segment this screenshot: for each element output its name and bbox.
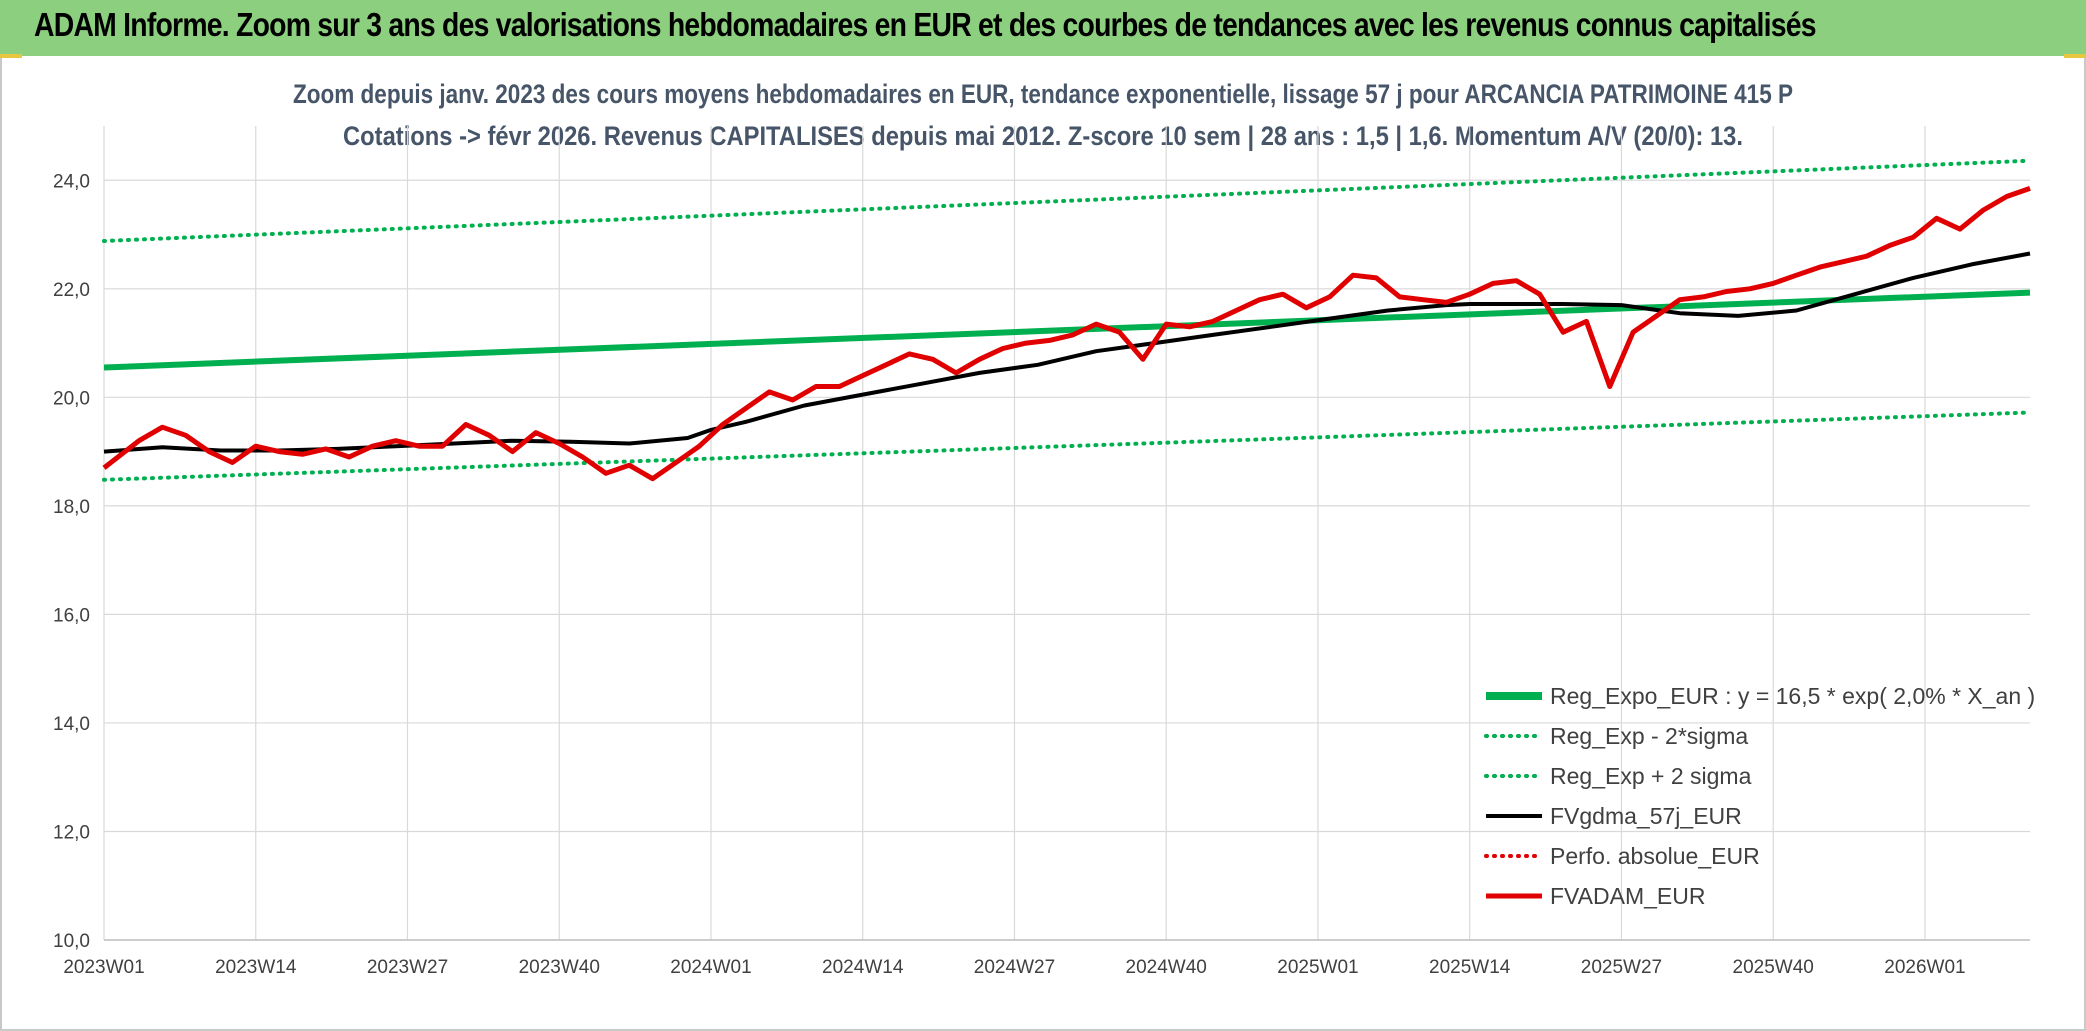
series-line-1	[102, 410, 2032, 482]
x-tick-label: 2023W40	[519, 957, 600, 978]
y-tick-label: 20,0	[53, 388, 90, 409]
axis-ticks: 10,0 12,0 14,0 16,0 18,0 20,0 22,0 24,0 2023W01 2…	[53, 171, 1966, 978]
x-tick-label: 2023W27	[367, 957, 448, 978]
chart-area: Zoom depuis janv. 2023 des cours moyens …	[53, 79, 2035, 978]
y-tick-label: 24,0	[53, 171, 90, 192]
x-tick-label: 2023W01	[63, 957, 144, 978]
x-tick-label: 2023W14	[215, 957, 297, 978]
series-line-3	[103, 251, 2031, 454]
grid	[103, 126, 2030, 941]
legend-label-4: Perfo. absolue_EUR	[1550, 843, 1760, 869]
series-layer	[102, 158, 2032, 482]
series-line-5	[102, 186, 2031, 482]
corner-marker-left	[0, 54, 22, 58]
chart-subtitle-line1: Zoom depuis janv. 2023 des cours moyens …	[293, 79, 1793, 109]
y-tick-label: 16,0	[53, 605, 90, 626]
title-banner: ADAM Informe. Zoom sur 3 ans des valoris…	[0, 0, 2086, 56]
legend-label-3: FVgdma_57j_EUR	[1550, 803, 1742, 829]
corner-marker-right	[2064, 54, 2086, 58]
y-tick-label: 18,0	[53, 497, 90, 518]
legend: Reg_Expo_EUR : y = 16,5 * exp( 2,0% * X_…	[1484, 683, 2035, 909]
x-tick-label: 2025W40	[1733, 957, 1814, 978]
page-title: ADAM Informe. Zoom sur 3 ans des valoris…	[34, 6, 1817, 43]
x-tick-label: 2025W27	[1581, 957, 1662, 978]
legend-label-0: Reg_Expo_EUR : y = 16,5 * exp( 2,0% * X_…	[1550, 683, 2035, 709]
x-tick-label: 2024W01	[670, 957, 751, 978]
legend-label-5: FVADAM_EUR	[1550, 883, 1706, 909]
x-tick-label: 2024W14	[822, 957, 904, 978]
x-tick-label: 2024W40	[1126, 957, 1207, 978]
chart-subtitle-line2: Cotations -> févr 2026. Revenus CAPITALI…	[343, 121, 1743, 151]
y-tick-label: 12,0	[53, 822, 90, 843]
series-line-2	[102, 158, 2032, 243]
y-tick-label: 10,0	[53, 931, 90, 952]
legend-label-1: Reg_Exp - 2*sigma	[1550, 723, 1748, 749]
y-tick-label: 14,0	[53, 714, 90, 735]
x-tick-label: 2025W14	[1429, 957, 1511, 978]
series-line-0	[103, 289, 2031, 371]
x-tick-label: 2026W01	[1884, 957, 1965, 978]
x-tick-label: 2025W01	[1277, 957, 1358, 978]
x-tick-label: 2024W27	[974, 957, 1055, 978]
legend-label-2: Reg_Exp + 2 sigma	[1550, 763, 1752, 789]
y-tick-label: 22,0	[53, 280, 90, 301]
